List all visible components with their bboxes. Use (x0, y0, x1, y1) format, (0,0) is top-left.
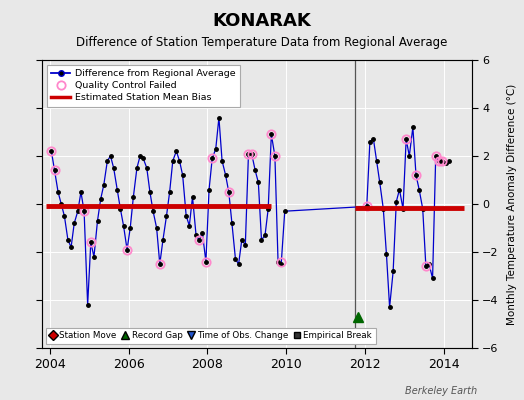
Text: Difference of Station Temperature Data from Regional Average: Difference of Station Temperature Data f… (77, 36, 447, 49)
Text: KONARAK: KONARAK (213, 12, 311, 30)
Text: Berkeley Earth: Berkeley Earth (405, 386, 477, 396)
Legend: Station Move, Record Gap, Time of Obs. Change, Empirical Break: Station Move, Record Gap, Time of Obs. C… (46, 328, 376, 344)
Y-axis label: Monthly Temperature Anomaly Difference (°C): Monthly Temperature Anomaly Difference (… (507, 83, 517, 325)
